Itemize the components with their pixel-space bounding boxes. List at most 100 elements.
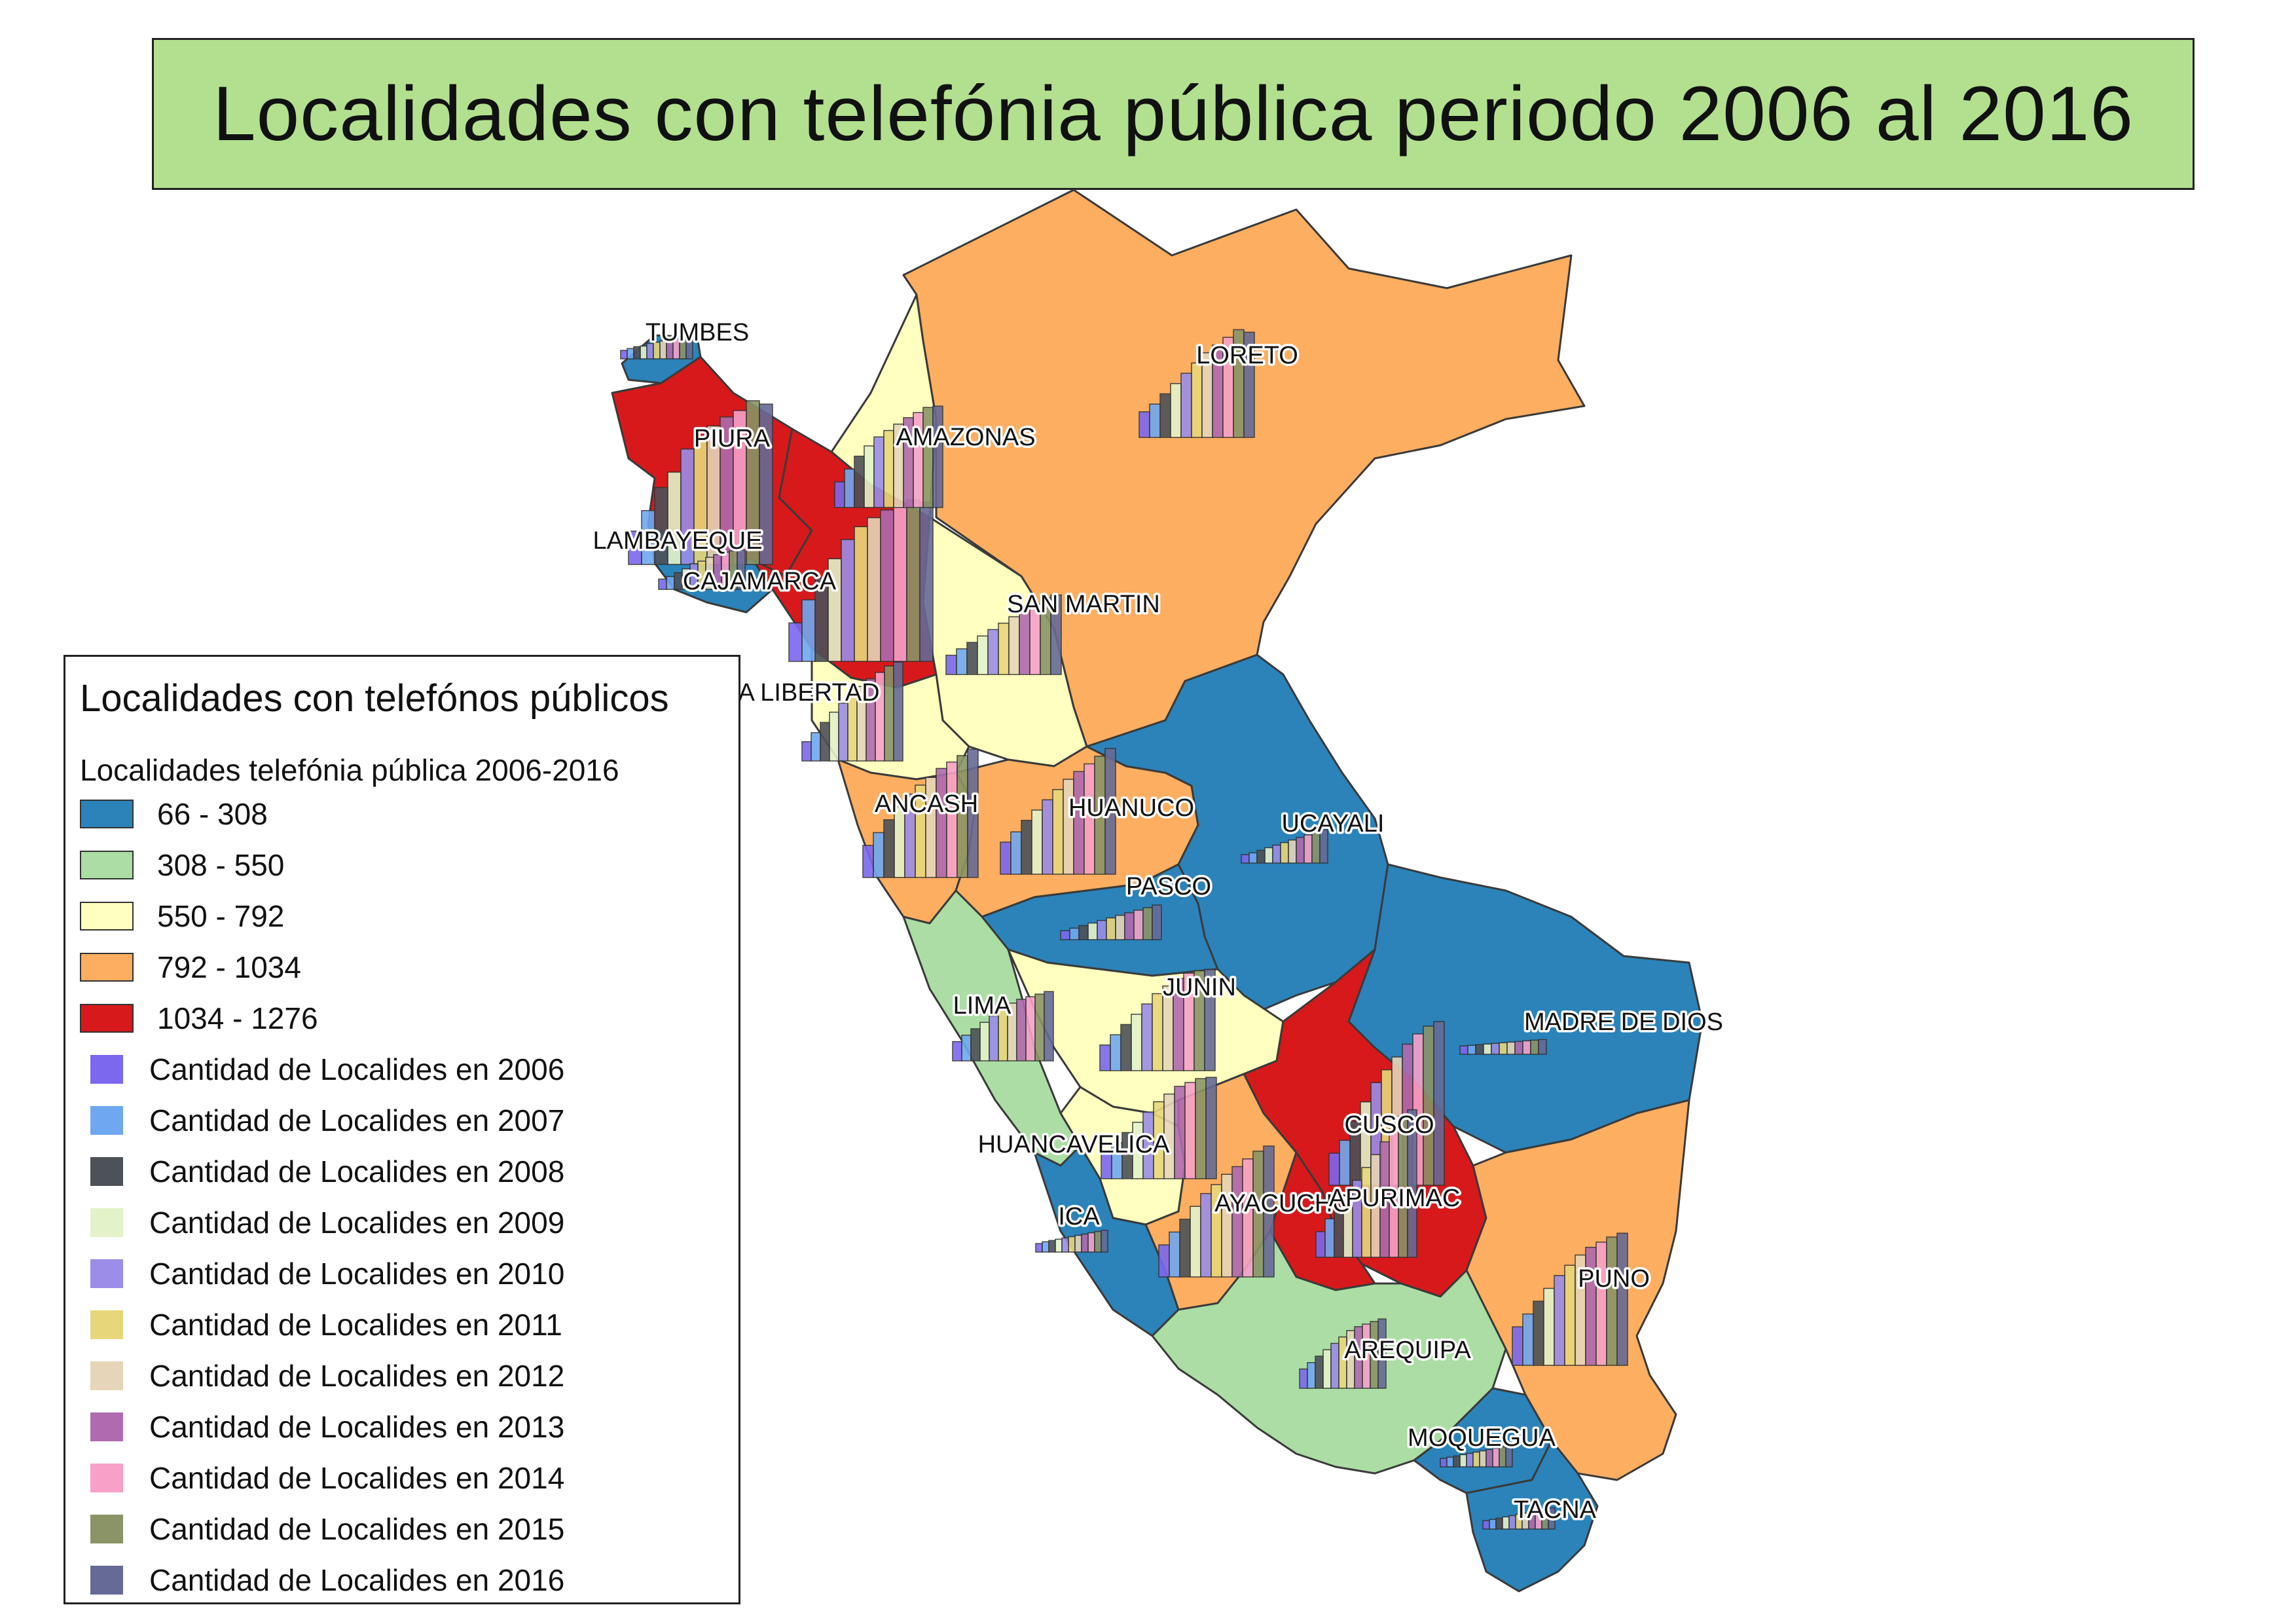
legend-swatch [80,953,134,982]
bar-year-2008 [1179,1219,1191,1278]
bar-year-2009 [1264,847,1273,864]
bar-year-2010 [1554,1275,1565,1366]
bar-year-2016 [1616,1232,1628,1366]
legend-year-item: Cantidad de Localides en 2008 [80,1153,564,1190]
bar-year-2016 [1433,1021,1445,1186]
bar-year-2010 [1061,1237,1069,1253]
bar-year-2016 [919,502,934,662]
bar-year-2008 [970,1028,981,1061]
bar-year-2016 [1152,904,1162,940]
bar-year-2013 [1296,837,1305,864]
legend-swatch [80,851,134,879]
bar-year-2016 [1050,594,1062,675]
bar-year-2008 [1533,1301,1544,1366]
department-bar-chart [1299,1318,1387,1389]
department-bar-chart [862,748,979,878]
legend-swatch [90,1157,123,1186]
bar-year-2006 [862,845,874,878]
legend-range-label: 550 - 792 [157,899,285,933]
department-bar-chart [801,661,903,762]
bar-year-2013 [1231,1166,1243,1278]
bar-year-2007 [844,468,855,508]
bar-year-2016 [1548,1507,1556,1530]
bar-year-2010 [1042,799,1053,875]
department-label: LA LIBERTAD [724,679,879,707]
legend-year-label: Cantidad de Localides en 2009 [149,1206,565,1240]
bar-year-2006 [945,654,957,675]
department-label: PASCO [1126,873,1211,900]
department-label: SAN MARTIN [1007,591,1160,618]
department-bar-chart [1315,1109,1417,1258]
bar-year-2008 [1021,819,1032,875]
bar-year-2012 [1288,839,1297,864]
bar-year-2010 [1180,373,1192,438]
bar-year-2010 [989,1015,999,1061]
bar-year-2008 [1078,925,1089,940]
department-bar-chart [788,499,934,662]
department-bar-chart [1482,1507,1556,1530]
bar-year-2008 [674,572,683,590]
bar-year-2014 [1087,1232,1095,1253]
legend-swatch [90,1464,123,1492]
legend-range-item: 308 - 550 [80,847,284,883]
legend-swatch [90,1361,123,1390]
legend-year-item: Cantidad de Localides en 2006 [80,1051,564,1088]
bar-year-2007 [956,648,968,675]
bar-year-2009 [640,345,647,360]
department-label: HUANUCO [1068,794,1194,822]
bar-year-2013 [1514,1041,1523,1055]
legend-year-item: Cantidad de Localides en 2015 [80,1511,564,1547]
bar-year-2011 [1280,841,1289,864]
bar-year-2009 [1190,1206,1201,1278]
bar-year-2011 [1068,1236,1076,1253]
legend-swatch [90,1566,123,1595]
department-region[interactable] [1085,654,1389,1016]
legend-range-label: 308 - 550 [157,848,285,882]
bar-year-2010 [1141,1003,1153,1071]
bar-year-2008 [854,455,865,508]
department-label: TUMBES [646,319,749,346]
bar-year-2008 [1048,1240,1056,1253]
department-bar-chart [945,594,1062,675]
bar-year-2009 [1543,1287,1555,1366]
bar-year-2014 [893,504,907,662]
bar-year-2007 [627,348,634,360]
bar-year-2013 [1019,610,1030,675]
bar-year-2015 [1094,1230,1102,1253]
bar-year-2011 [998,622,1010,675]
department-bar-chart [834,405,943,508]
bar-year-2008 [633,346,641,360]
bar-year-2006 [1315,1231,1326,1258]
department-bar-chart [620,337,693,360]
legend-swatch [90,1055,123,1084]
bar-year-2008 [1120,1024,1132,1071]
legend-range-item: 66 - 308 [80,796,268,832]
department-bar-chart [658,549,746,590]
department-label: HUANCAVELICA [978,1131,1170,1158]
bar-year-2006 [620,350,628,360]
bar-year-2016 [967,748,979,878]
department-bar-chart [1060,904,1162,940]
bar-year-2012 [1063,779,1074,875]
legend-range-label: 66 - 308 [157,797,268,831]
legend-year-label: Cantidad de Localides en 2013 [149,1410,565,1444]
department-bar-chart [1440,1445,1513,1467]
bar-year-2011 [1564,1264,1576,1366]
legend-year-item: Cantidad de Localides en 2007 [80,1102,564,1139]
bar-year-2016 [1044,991,1054,1061]
bar-year-2007 [1339,1139,1351,1186]
department-label: MOQUEGUA [1408,1424,1556,1452]
bar-year-2007 [1467,1044,1476,1055]
bar-year-2009 [979,1022,990,1061]
bar-year-2009 [1031,809,1043,875]
bar-year-2010 [838,703,848,762]
bar-year-2008 [1159,393,1171,438]
bar-year-2010 [1200,1192,1212,1278]
bar-year-2010 [987,629,999,675]
bar-year-2015 [1034,993,1045,1061]
bar-year-2008 [1475,1044,1484,1055]
legend-year-item: Cantidad de Localides en 2010 [80,1255,564,1292]
bar-year-2011 [883,430,894,508]
bar-year-2006 [1482,1520,1490,1530]
